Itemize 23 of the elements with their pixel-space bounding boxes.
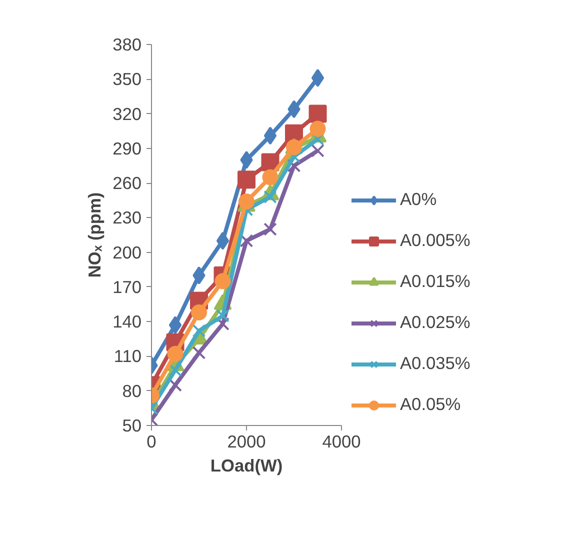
y-tick-label: 290 [112, 138, 142, 158]
y-tick-label: 200 [112, 242, 142, 262]
y-tick-label: 260 [112, 173, 142, 194]
y-tick-label: 140 [112, 312, 142, 332]
y-tick-label: 110 [114, 346, 142, 366]
y-axis-title: NOₓ (ppm) [84, 192, 105, 278]
y-tick-label: 350 [112, 69, 142, 90]
x-axis-title: LOad(W) [210, 456, 283, 476]
x-tick-label: 0 [146, 432, 156, 452]
legend-label: A0.025% [400, 312, 470, 333]
legend-label: A0% [400, 189, 437, 210]
legend-label: A0.015% [400, 271, 470, 292]
y-tick-label: 320 [112, 104, 142, 124]
legend-label: A0.005% [400, 230, 470, 251]
y-tick-label: 380 [112, 34, 142, 54]
y-tick-label: 50 [122, 416, 142, 436]
y-tick-label: 170 [112, 276, 142, 297]
y-tick-label: 80 [122, 380, 142, 401]
y-tick-label: 230 [112, 208, 142, 228]
legend-label: A0.05% [400, 394, 461, 415]
x-tick-label: 2000 [227, 432, 266, 452]
legend-label: A0.035% [400, 353, 470, 374]
x-tick-label: 4000 [322, 432, 361, 452]
